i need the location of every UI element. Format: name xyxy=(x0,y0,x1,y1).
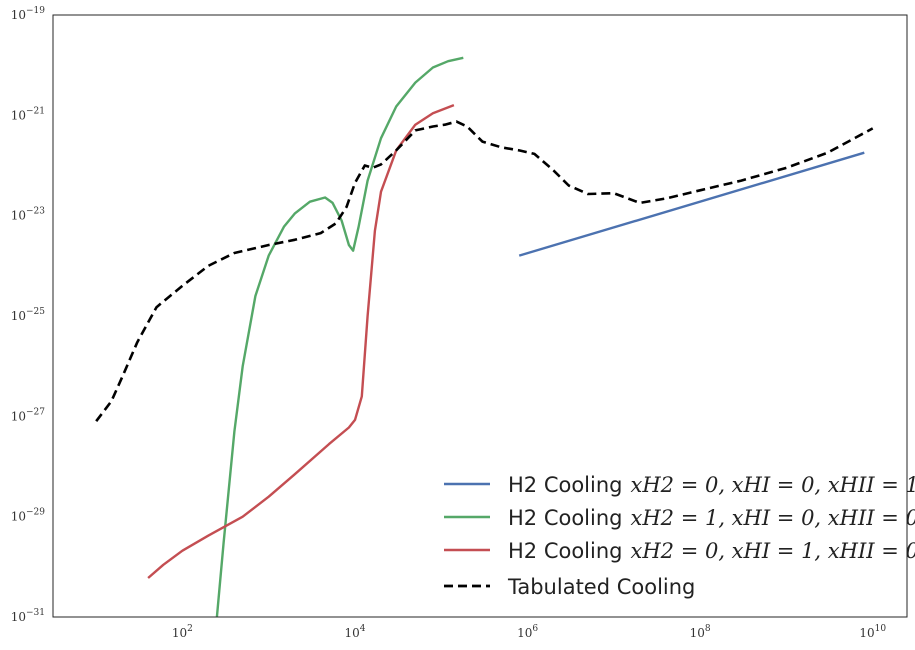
x-tick-label: 102 xyxy=(172,624,193,640)
plot-frame xyxy=(52,14,908,618)
legend-label: H2 Cooling xH2 = 0, xHI = 1, xHII = 0 xyxy=(508,539,915,563)
legend-label: Tabulated Cooling xyxy=(507,575,695,599)
series-line-2 xyxy=(215,56,464,618)
y-tick-label: 10−23 xyxy=(11,207,46,223)
series-line-4 xyxy=(95,120,874,422)
y-tick-label: 10−19 xyxy=(11,6,46,22)
x-tick-label: 106 xyxy=(517,624,538,640)
x-tick-label: 108 xyxy=(690,624,711,640)
x-axis-ticks: 102 104 106 108 1010 xyxy=(172,624,886,640)
y-tick-label: 10−31 xyxy=(11,608,45,624)
x-tick-label: 104 xyxy=(344,624,365,640)
y-tick-label: 10−21 xyxy=(11,106,45,122)
legend-label: H2 Cooling xH2 = 1, xHI = 0, xHII = 0 xyxy=(508,506,915,530)
y-tick-label: 10−29 xyxy=(11,508,46,524)
y-tick-label: 10−25 xyxy=(11,307,46,323)
y-axis-ticks: 10−31 10−29 10−27 10−25 10−23 10−21 10−19 xyxy=(11,6,46,624)
legend-label: H2 Cooling xH2 = 0, xHI = 0, xHII = 1 xyxy=(508,473,915,497)
legend: H2 Cooling xH2 = 0, xHI = 0, xHII = 1 H2 C… xyxy=(444,473,915,599)
series-line-1 xyxy=(518,151,865,257)
x-tick-label: 1010 xyxy=(859,624,886,640)
y-tick-label: 10−27 xyxy=(11,407,46,423)
series-layer xyxy=(95,56,874,618)
